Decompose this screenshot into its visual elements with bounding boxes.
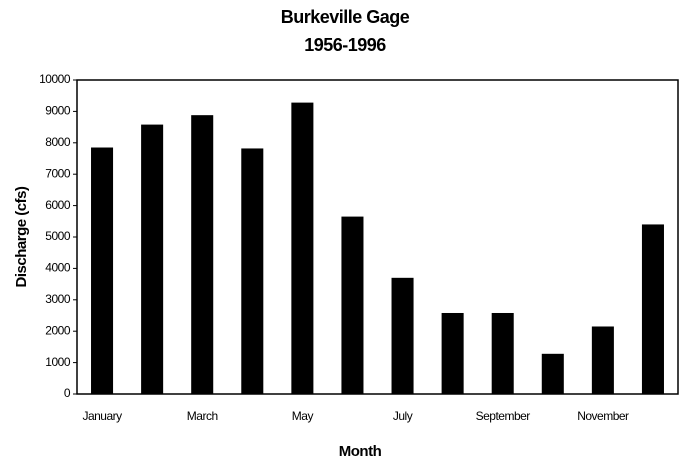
bar bbox=[191, 115, 214, 394]
bar bbox=[591, 326, 614, 394]
y-tick-label: 0 bbox=[64, 386, 71, 400]
x-tick-label: May bbox=[292, 409, 314, 423]
y-tick-label: 4000 bbox=[45, 261, 71, 275]
plot-frame bbox=[76, 79, 679, 395]
bar bbox=[91, 147, 114, 394]
bar bbox=[541, 353, 564, 394]
x-axis-title: Month bbox=[339, 443, 382, 460]
bar bbox=[491, 312, 514, 394]
x-tick-label: July bbox=[393, 409, 413, 423]
y-tick-label: 5000 bbox=[45, 229, 71, 243]
bar bbox=[441, 312, 464, 394]
x-tick-label: November bbox=[577, 409, 629, 423]
x-tick-label: March bbox=[187, 409, 218, 423]
bar bbox=[341, 216, 364, 394]
bar bbox=[291, 102, 314, 394]
y-tick-label: 9000 bbox=[45, 104, 71, 118]
y-axis-title: Discharge (cfs) bbox=[13, 186, 30, 287]
bar bbox=[391, 277, 414, 394]
y-tick-label: 6000 bbox=[45, 198, 71, 212]
bar bbox=[641, 224, 664, 394]
x-tick-label: January bbox=[82, 409, 122, 423]
chart-subtitle: 1956-1996 bbox=[304, 35, 386, 55]
y-tick-label: 2000 bbox=[45, 323, 71, 337]
y-tick-label: 8000 bbox=[45, 135, 71, 149]
y-tick-label: 7000 bbox=[45, 166, 71, 180]
y-tick-label: 10000 bbox=[39, 72, 71, 86]
y-tick-label: 1000 bbox=[45, 355, 71, 369]
bar bbox=[141, 124, 164, 394]
chart-title: Burkeville Gage bbox=[281, 7, 410, 27]
x-tick-label: September bbox=[476, 409, 531, 423]
bar bbox=[241, 148, 264, 394]
y-tick-label: 3000 bbox=[45, 292, 71, 306]
